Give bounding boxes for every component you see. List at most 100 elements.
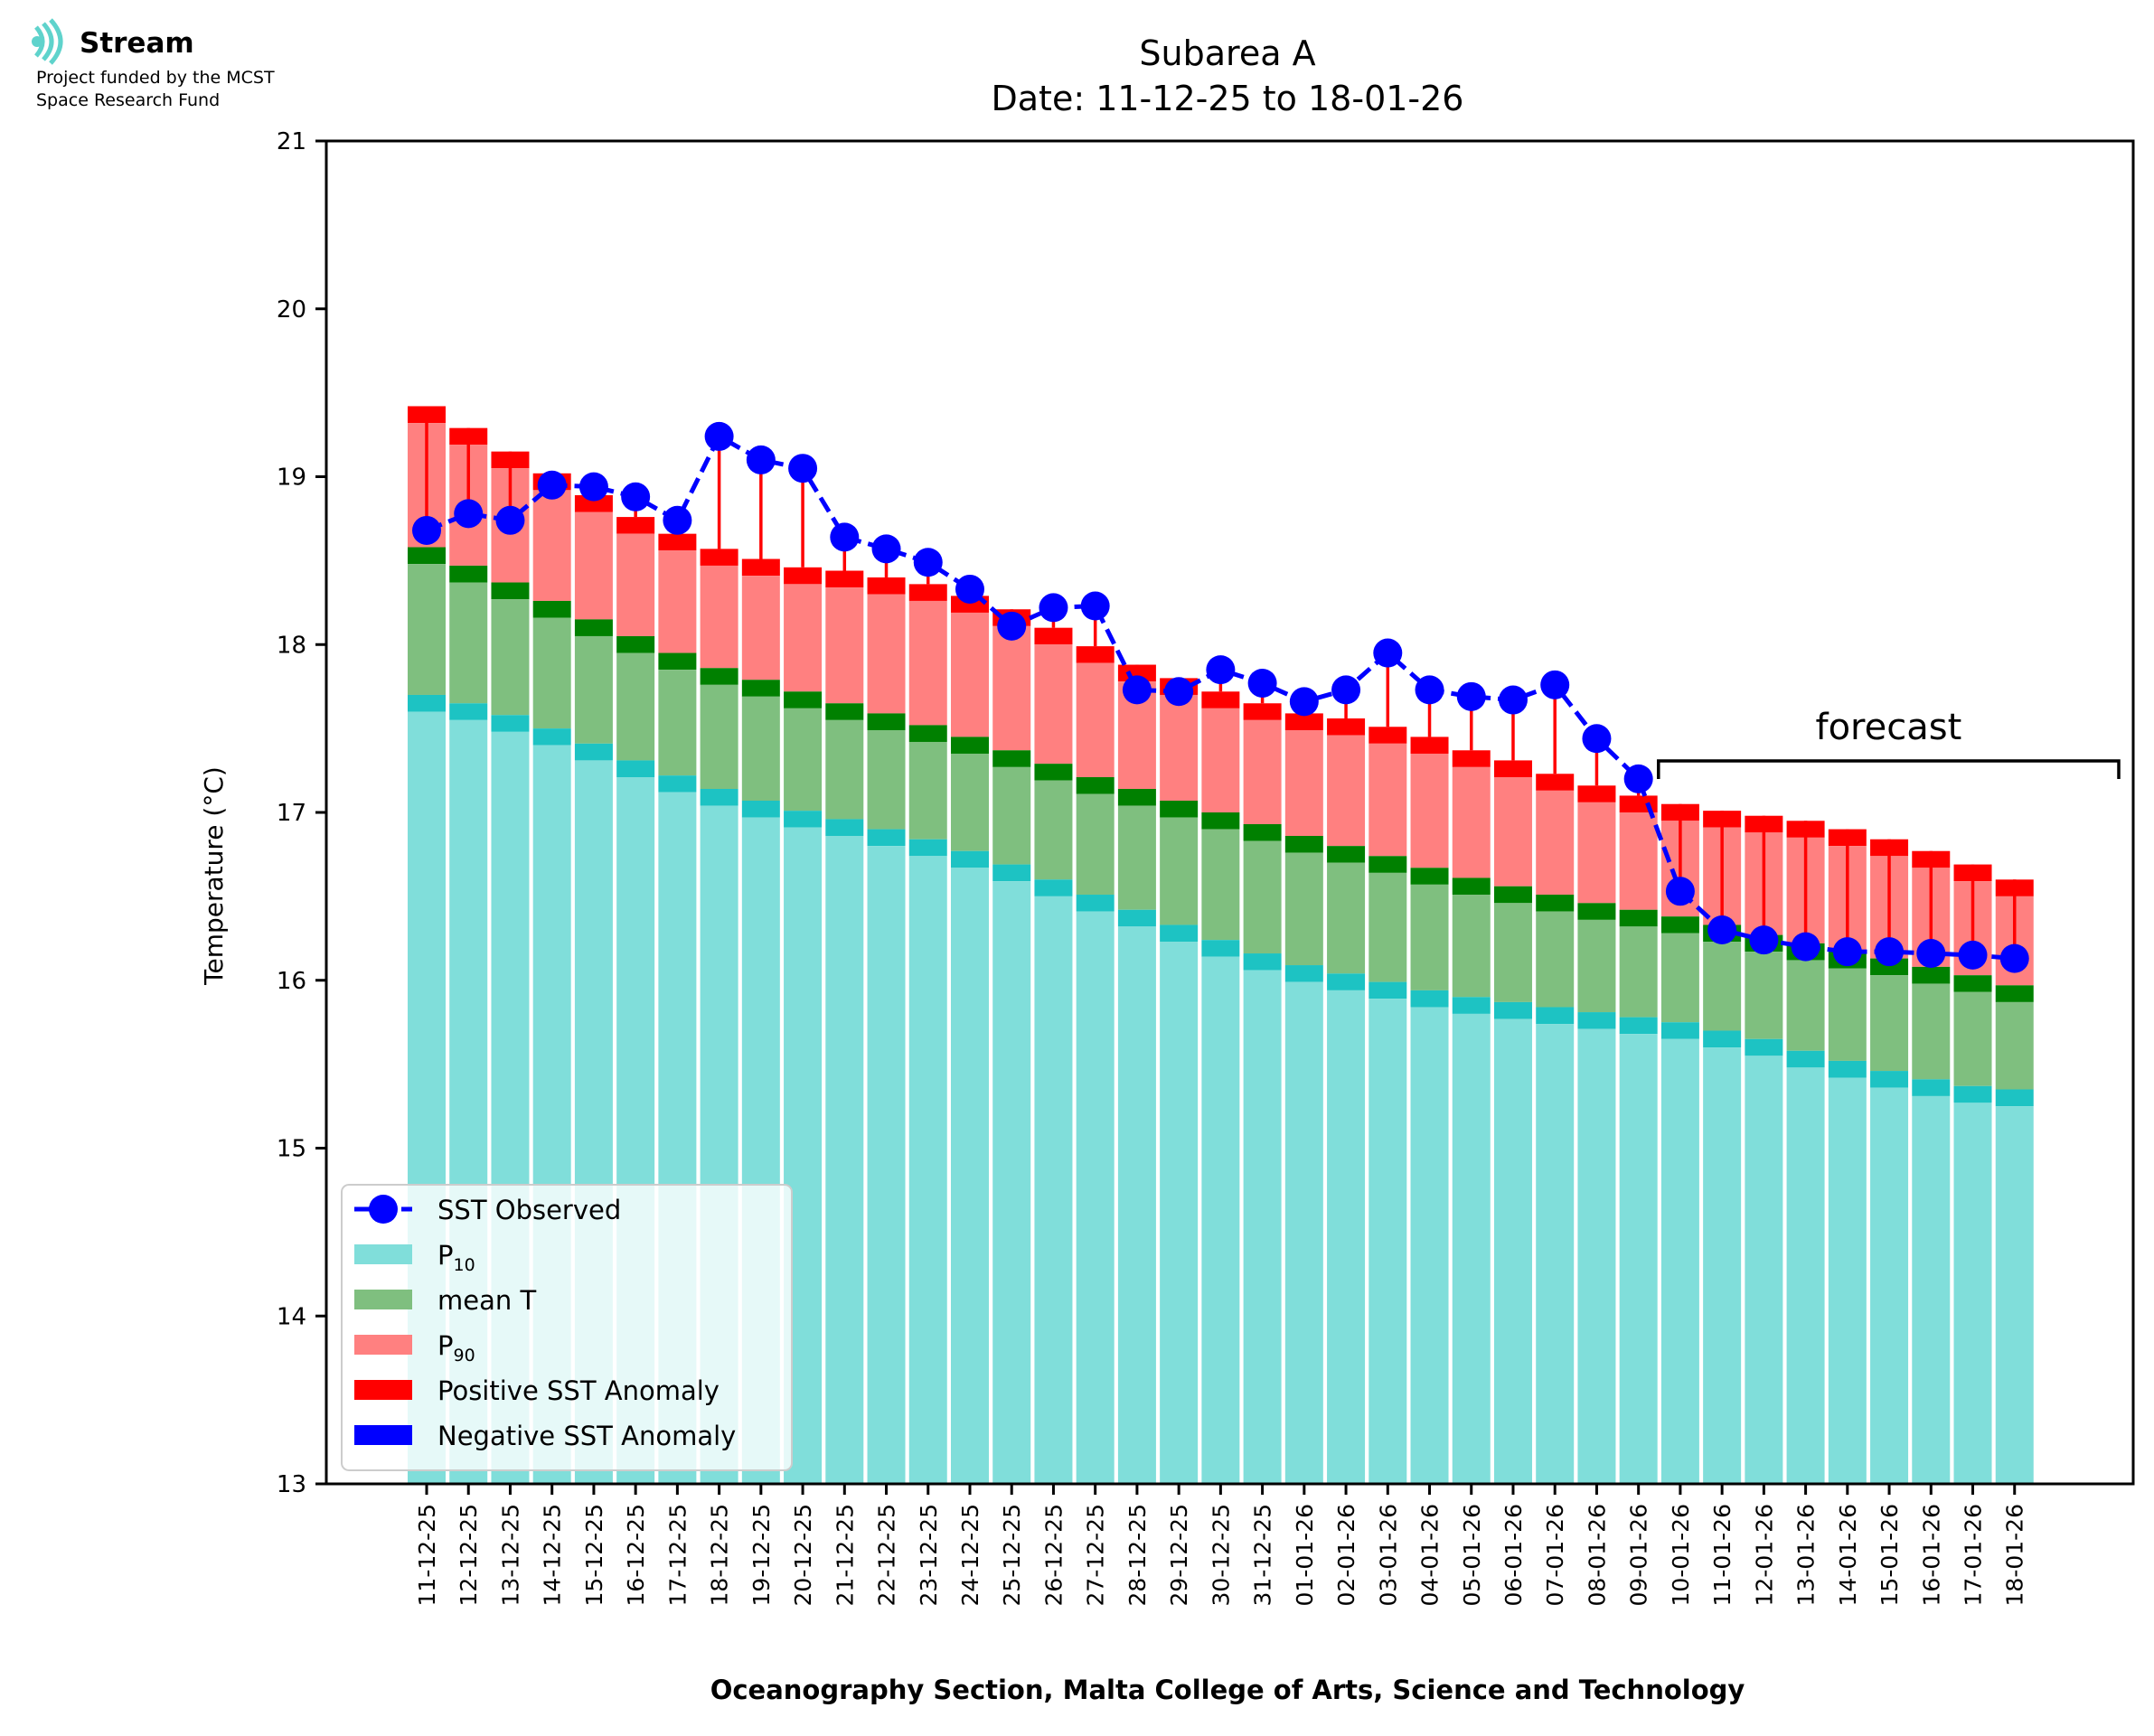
mean-band	[950, 737, 989, 754]
mean-band	[908, 725, 947, 742]
p10-band	[491, 715, 530, 732]
p10-bar	[992, 881, 1031, 1484]
mean-band	[1117, 788, 1156, 806]
observed-point	[1832, 937, 1862, 967]
observed-point	[1456, 681, 1486, 711]
mean-bar	[908, 741, 947, 840]
chart-subtitle: Date: 11-12-25 to 18-01-26	[992, 79, 1464, 118]
bar-group	[992, 609, 1031, 1484]
observed-point	[537, 470, 567, 500]
x-tick-label: 15-01-26	[1877, 1504, 1903, 1606]
x-tick-label: 13-01-26	[1793, 1504, 1820, 1606]
y-tick-label: 16	[277, 968, 306, 995]
p10-band	[867, 829, 906, 847]
mean-band	[1619, 909, 1658, 927]
observed-point	[1039, 593, 1068, 623]
mean-bar	[1870, 975, 1909, 1072]
p90-bar	[1369, 743, 1407, 857]
p90-bar	[1284, 729, 1323, 837]
observed-point	[1498, 685, 1528, 715]
p90-bar	[1243, 719, 1282, 825]
p10-bar	[1327, 990, 1366, 1484]
observed-point	[1122, 675, 1152, 705]
p10-band	[825, 819, 864, 837]
legend-swatch	[354, 1380, 412, 1400]
p90-band	[1076, 646, 1115, 663]
mean-band	[784, 691, 823, 708]
observed-point	[746, 445, 776, 474]
p90-bar	[950, 612, 989, 737]
p10-band	[1660, 1022, 1699, 1039]
x-tick-label: 09-01-26	[1626, 1504, 1652, 1606]
legend-swatch	[354, 1335, 412, 1355]
legend-box	[341, 1184, 793, 1471]
p90-band	[658, 533, 697, 551]
x-tick-label: 10-01-26	[1668, 1504, 1694, 1606]
mean-bar	[992, 766, 1031, 865]
observed-point	[1206, 655, 1236, 685]
mean-bar	[658, 670, 697, 776]
legend-swatch	[354, 1425, 412, 1445]
y-tick-label: 17	[277, 800, 306, 827]
bar-group	[950, 596, 989, 1484]
bar-group	[1995, 879, 2034, 1484]
x-tick-label: 01-01-26	[1292, 1504, 1318, 1606]
x-tick-label: 13-12-25	[497, 1504, 523, 1606]
p10-band	[1452, 997, 1491, 1014]
p10-band	[408, 694, 446, 712]
mean-bar	[1703, 942, 1742, 1031]
legend-label: SST Observed	[437, 1195, 621, 1225]
mean-band	[741, 680, 780, 697]
p10-band	[1160, 924, 1199, 943]
mean-band	[825, 703, 864, 720]
bar-group	[1327, 718, 1366, 1484]
p10-band	[1243, 953, 1282, 971]
mean-bar	[1327, 862, 1366, 974]
p90-bar	[532, 490, 571, 601]
p90-bar	[574, 511, 613, 620]
legend-item: Positive SST Anomaly	[354, 1375, 720, 1406]
bar-group	[1786, 821, 1825, 1484]
mean-band	[1284, 836, 1323, 853]
mean-bar	[449, 582, 488, 704]
mean-band	[1201, 812, 1240, 830]
mean-band	[992, 750, 1031, 767]
observed-point	[578, 472, 608, 502]
logo-funding-line-1: Project funded by the MCST	[36, 68, 275, 88]
p90-band	[700, 549, 738, 566]
p10-band	[1284, 965, 1323, 982]
y-tick-label: 18	[277, 632, 306, 659]
p10-band	[908, 839, 947, 857]
bar-group	[1536, 774, 1575, 1484]
legend-swatch	[369, 1195, 398, 1224]
bar-group	[1410, 737, 1449, 1484]
y-tick-label: 19	[277, 464, 306, 492]
observed-point	[621, 482, 651, 511]
observed-point	[1373, 638, 1403, 668]
observed-point	[1707, 915, 1737, 945]
x-tick-label: 14-01-26	[1835, 1504, 1861, 1606]
observed-series-layer	[412, 421, 2029, 973]
p10-bar	[1452, 1013, 1491, 1484]
bar-group	[825, 570, 864, 1484]
observed-point	[495, 505, 525, 535]
x-tick-label: 04-01-26	[1417, 1504, 1444, 1606]
bar-group	[1577, 785, 1616, 1484]
mean-band	[1410, 868, 1449, 885]
mean-band	[574, 619, 613, 636]
bar-group	[1493, 760, 1532, 1484]
x-tick-label: 30-12-25	[1208, 1504, 1234, 1606]
mean-bar	[1619, 926, 1658, 1018]
observed-point	[454, 499, 484, 529]
mean-bar	[950, 753, 989, 851]
p10-band	[784, 811, 823, 828]
legend-item: SST Observed	[354, 1195, 621, 1225]
p10-bar	[1995, 1106, 2034, 1484]
observed-point	[1623, 764, 1653, 793]
p10-bar	[1786, 1067, 1825, 1484]
mean-band	[1870, 958, 1909, 976]
x-tick-label: 27-12-25	[1083, 1504, 1109, 1606]
p90-bar	[784, 584, 823, 692]
p90-bar	[1493, 776, 1532, 887]
